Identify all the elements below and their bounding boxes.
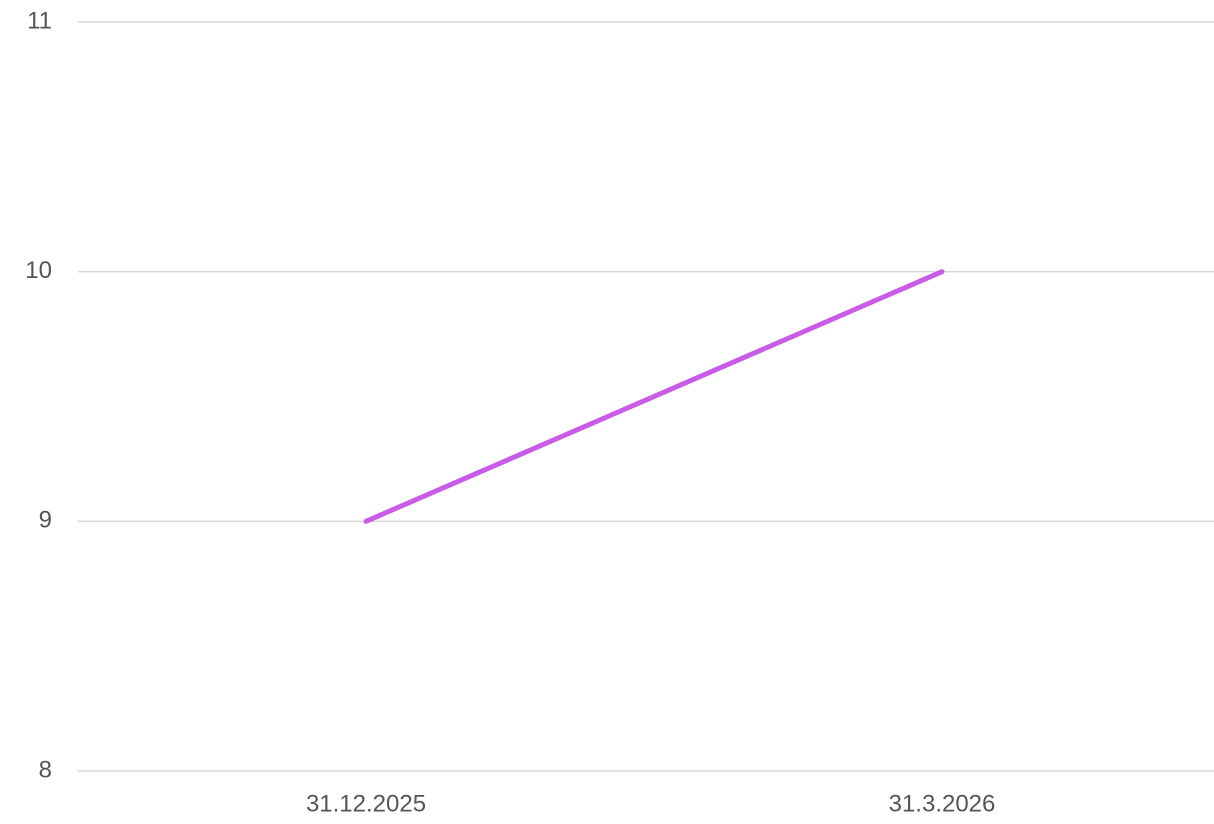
y-tick-label: 10: [25, 257, 52, 284]
y-tick-label: 9: [39, 507, 52, 534]
line-series: [363, 269, 945, 524]
y-tick-label: 8: [39, 756, 52, 783]
x-tick-label: 31.3.2026: [889, 790, 996, 817]
x-tick-label: 31.12.2025: [306, 790, 426, 817]
y-tick-label: 11: [27, 7, 52, 34]
